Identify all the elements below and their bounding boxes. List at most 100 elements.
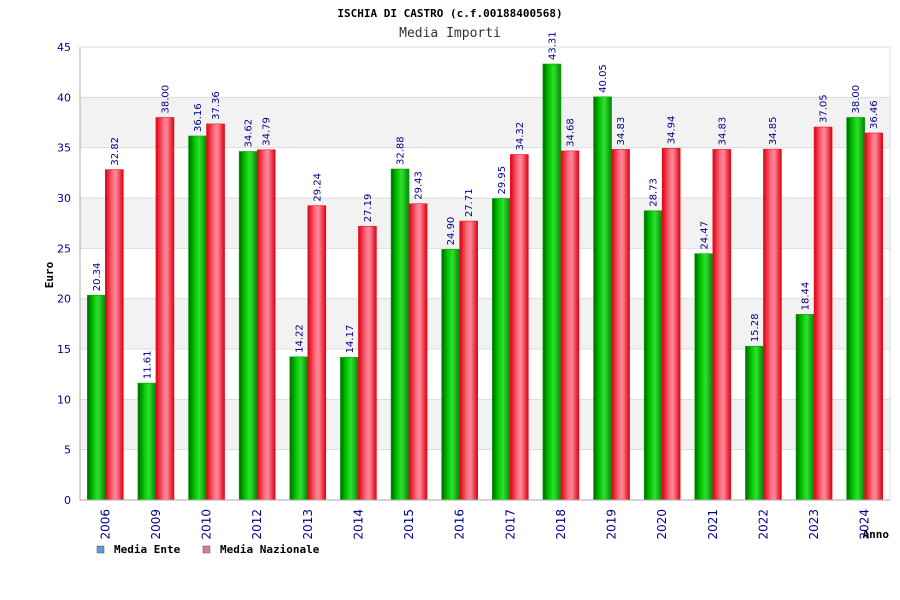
x-tick-label-2017: 2017 (503, 509, 517, 540)
bar-media-nazionale-2019 (611, 149, 630, 501)
bar-media-ente-2022 (745, 345, 764, 501)
value-label-nazionale-2024: 36.46 (869, 100, 880, 129)
bar-media-nazionale-2023 (813, 126, 833, 501)
bar-media-ente-2016 (441, 249, 460, 501)
y-tick-label: 15 (57, 343, 71, 356)
value-label-ente-2016: 24.90 (446, 217, 457, 246)
legend-swatch-media-nazionale (202, 545, 211, 554)
bar-media-ente-2017 (492, 198, 511, 501)
bar-media-nazionale-2015 (408, 203, 428, 501)
value-label-ente-2021: 24.47 (699, 221, 710, 250)
bar-media-nazionale-2022 (763, 148, 782, 501)
y-tick-label: 40 (57, 91, 71, 104)
x-tick-label-2021: 2021 (706, 509, 720, 540)
value-label-nazionale-2006: 32.82 (110, 137, 121, 166)
x-tick-label-2016: 2016 (453, 509, 467, 540)
bar-media-ente-2024 (846, 117, 865, 501)
chart-title: ISCHIA DI CASTRO (c.f.00188400568) (337, 7, 562, 20)
x-tick-label-2018: 2018 (554, 509, 568, 540)
x-tick-label-2014: 2014 (351, 509, 365, 540)
bar-media-ente-2019 (593, 96, 612, 501)
bar-media-ente-2023 (795, 314, 815, 501)
y-tick-label: 5 (64, 444, 71, 457)
bar-media-nazionale-2020 (661, 147, 681, 501)
value-label-ente-2020: 28.73 (649, 178, 660, 207)
bar-media-nazionale-2006 (105, 169, 124, 501)
x-tick-label-2010: 2010 (200, 509, 214, 540)
y-tick-label: 10 (57, 393, 71, 406)
legend-label-media-ente: Media Ente (114, 543, 181, 556)
bar-media-nazionale-2009 (155, 117, 175, 501)
x-tick-label-2022: 2022 (756, 509, 770, 540)
value-label-ente-2018: 43.31 (547, 31, 558, 60)
bar-media-nazionale-2012 (256, 149, 276, 501)
x-tick-label-2023: 2023 (807, 509, 821, 540)
bar-media-nazionale-2013 (307, 205, 327, 501)
bar-media-ente-2009 (137, 382, 157, 501)
value-label-nazionale-2021: 34.83 (717, 117, 728, 146)
value-label-nazionale-2012: 34.79 (262, 117, 273, 146)
value-label-ente-2006: 20.34 (92, 263, 103, 292)
value-label-ente-2022: 15.28 (750, 314, 761, 343)
value-label-ente-2019: 40.05 (598, 64, 609, 93)
bar-media-nazionale-2010 (206, 123, 225, 501)
x-tick-label-2006: 2006 (98, 509, 112, 540)
value-label-nazionale-2016: 27.71 (464, 188, 475, 217)
value-label-nazionale-2010: 37.36 (211, 91, 222, 120)
bar-media-ente-2010 (188, 135, 207, 501)
value-label-nazionale-2014: 27.19 (363, 194, 374, 223)
bar-media-ente-2020 (643, 210, 663, 501)
value-label-nazionale-2020: 34.94 (667, 116, 678, 145)
y-tick-label: 45 (57, 41, 71, 54)
axes (79, 46, 891, 501)
bar-media-ente-2014 (340, 357, 359, 501)
bar-media-nazionale-2018 (560, 150, 580, 501)
x-axis-label: Anno (863, 528, 890, 541)
y-tick-label: 0 (64, 494, 71, 507)
bar-media-ente-2006 (87, 294, 106, 501)
value-label-nazionale-2017: 34.32 (515, 122, 526, 151)
value-label-ente-2023: 18.44 (801, 282, 812, 311)
bar-media-nazionale-2021 (712, 149, 732, 501)
bar-media-ente-2015 (390, 168, 410, 501)
value-label-nazionale-2019: 34.83 (616, 117, 627, 146)
x-tick-label-2012: 2012 (250, 509, 264, 540)
value-label-ente-2010: 36.16 (193, 103, 204, 132)
value-label-ente-2015: 32.88 (396, 136, 407, 165)
legend-swatch-media-ente (96, 545, 105, 554)
value-label-ente-2024: 38.00 (851, 85, 862, 114)
value-label-ente-2013: 14.22 (294, 324, 305, 353)
bar-media-ente-2018 (542, 63, 562, 501)
value-label-ente-2017: 29.95 (497, 166, 508, 195)
y-tick-label: 25 (57, 242, 71, 255)
bar-media-nazionale-2014 (358, 225, 377, 501)
legend: Media Ente Media Nazionale (96, 543, 320, 556)
x-tick-labels: 2006 2009 2010 2012 2013 2014 2015 2016 2017 2018… (98, 509, 871, 540)
bar-media-nazionale-2016 (459, 220, 478, 501)
bar-media-ente-2021 (694, 253, 714, 501)
y-tick-label: 20 (57, 293, 71, 306)
value-label-ente-2014: 14.17 (345, 325, 356, 354)
chart-subtitle: Media Importi (399, 26, 501, 41)
bar-media-nazionale-2024 (864, 132, 883, 501)
bars (87, 63, 883, 501)
x-tick-label-2013: 2013 (301, 509, 315, 540)
value-label-nazionale-2022: 34.85 (768, 117, 779, 146)
x-tick-label-2020: 2020 (655, 509, 669, 540)
bar-media-ente-2013 (289, 356, 309, 501)
x-tick-label-2019: 2019 (605, 509, 619, 540)
bar-media-nazionale-2017 (510, 154, 529, 501)
value-label-nazionale-2023: 37.05 (819, 94, 830, 123)
y-tick-label: 30 (57, 192, 71, 205)
value-labels: 20.34 32.82 11.61 38.00 36.16 37.36 34.62 34.79… (92, 31, 880, 379)
x-tick-label-2015: 2015 (402, 509, 416, 540)
value-label-nazionale-2009: 38.00 (160, 85, 171, 114)
bar-media-ente-2012 (238, 151, 258, 501)
y-axis-label: Euro (43, 261, 56, 288)
y-tick-label: 35 (57, 142, 71, 155)
legend-label-media-nazionale: Media Nazionale (220, 543, 320, 556)
y-tick-labels: 0 5 10 15 20 25 30 35 40 45 (57, 41, 71, 507)
value-label-nazionale-2015: 29.43 (414, 171, 425, 200)
value-label-ente-2009: 11.61 (142, 350, 153, 379)
